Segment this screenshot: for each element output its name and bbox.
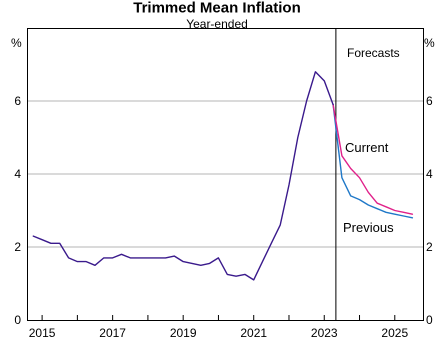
y-tick-label-right: 0 — [426, 313, 433, 327]
chart-title: Trimmed Mean Inflation — [133, 0, 301, 16]
y-tick-label-left: 4 — [14, 167, 21, 181]
forecasts-label: Forecasts — [347, 46, 400, 60]
x-tick-label: 2019 — [170, 326, 197, 340]
y-ticks-right: 0 2 4 6 — [426, 94, 433, 327]
chart-subtitle: Year-ended — [186, 17, 248, 31]
y-tick-label-right: 4 — [426, 167, 433, 181]
x-tick-label: 2015 — [29, 326, 56, 340]
series-group — [32, 71, 414, 281]
y-tick-label-right: 2 — [426, 240, 433, 254]
y-unit-left: % — [11, 36, 22, 50]
x-tick-label: 2017 — [99, 326, 126, 340]
y-ticks-left: 0 2 4 6 — [14, 94, 21, 327]
series-line-history — [32, 71, 334, 281]
x-ticks: 2015 2017 2019 2021 2023 2025 — [29, 315, 408, 340]
series-line-current — [332, 103, 414, 215]
y-tick-label-right: 6 — [426, 94, 433, 108]
series-line-previous — [332, 103, 414, 219]
x-tick-label: 2021 — [240, 326, 267, 340]
y-tick-label-left: 2 — [14, 240, 21, 254]
y-tick-label-left: 0 — [14, 313, 21, 327]
y-tick-label-left: 6 — [14, 94, 21, 108]
x-tick-label: 2023 — [311, 326, 338, 340]
previous-label: Previous — [343, 220, 394, 235]
y-unit-right: % — [424, 36, 435, 50]
current-label: Current — [345, 140, 389, 155]
plot-frame — [27, 28, 424, 321]
x-tick-label: 2025 — [381, 326, 408, 340]
gridlines — [28, 100, 423, 248]
